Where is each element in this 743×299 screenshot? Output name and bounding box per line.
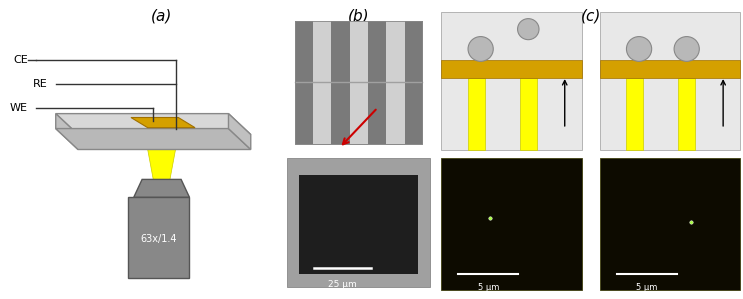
Bar xyxy=(299,175,418,274)
Polygon shape xyxy=(148,150,175,179)
Polygon shape xyxy=(56,114,251,135)
Text: 5 μm: 5 μm xyxy=(478,283,499,292)
Polygon shape xyxy=(56,129,251,150)
Circle shape xyxy=(626,36,652,61)
Bar xyxy=(600,12,740,150)
Polygon shape xyxy=(56,114,78,150)
Polygon shape xyxy=(229,114,251,150)
Circle shape xyxy=(674,36,699,61)
Text: 5 μm: 5 μm xyxy=(636,283,658,292)
Bar xyxy=(626,78,643,150)
Bar xyxy=(287,158,430,287)
Text: (c): (c) xyxy=(580,9,601,24)
Bar xyxy=(600,60,740,78)
Polygon shape xyxy=(134,179,189,197)
Bar xyxy=(294,21,422,144)
Text: (a): (a) xyxy=(151,9,172,24)
Bar xyxy=(441,12,582,150)
Text: WE: WE xyxy=(10,103,28,113)
Bar xyxy=(441,60,582,78)
Bar xyxy=(294,21,422,144)
Text: RE: RE xyxy=(33,79,48,89)
Text: 25 μm: 25 μm xyxy=(328,280,357,289)
Bar xyxy=(331,21,350,144)
Bar xyxy=(405,21,424,144)
Polygon shape xyxy=(131,118,195,128)
Bar xyxy=(678,78,695,150)
Circle shape xyxy=(468,36,493,61)
Bar xyxy=(386,21,405,144)
Bar xyxy=(600,158,740,290)
Bar xyxy=(368,21,386,144)
Bar xyxy=(313,21,331,144)
Bar xyxy=(294,21,313,144)
Circle shape xyxy=(518,19,539,40)
Bar xyxy=(520,78,536,150)
Text: CE: CE xyxy=(13,55,28,65)
Text: (b): (b) xyxy=(348,9,369,24)
Bar xyxy=(129,197,189,278)
Text: 63x/1.4: 63x/1.4 xyxy=(140,234,177,244)
Bar xyxy=(468,78,485,150)
Bar xyxy=(350,21,368,144)
Bar xyxy=(441,158,582,290)
